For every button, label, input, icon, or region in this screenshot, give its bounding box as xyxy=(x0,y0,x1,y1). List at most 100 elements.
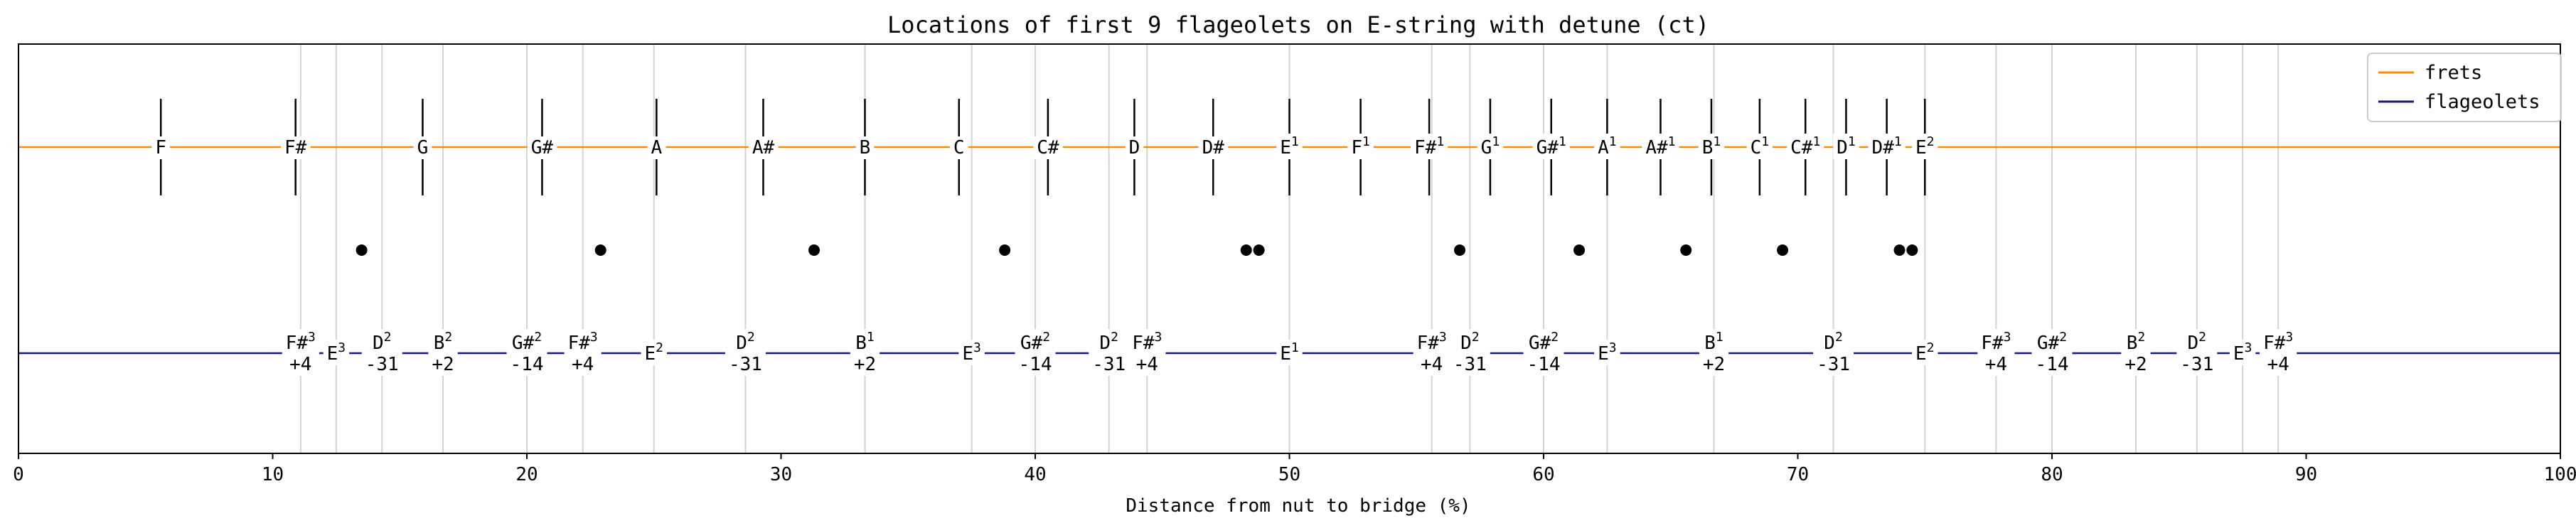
x-tick-label: 30 xyxy=(770,464,792,485)
flageolet-label: E1 xyxy=(1276,340,1303,365)
legend-frets-label: frets xyxy=(2425,62,2482,84)
flageolet-detune: +4 xyxy=(1136,354,1158,375)
flageolet-note: F#3 xyxy=(568,330,598,354)
label-background xyxy=(1912,134,1938,159)
flageolet-note: F#3 xyxy=(286,330,316,354)
label-background xyxy=(282,329,319,376)
flageolet-note: B1 xyxy=(855,330,875,354)
flageolet-detune: -14 xyxy=(2036,354,2069,375)
fret-label: F1 xyxy=(1351,134,1370,158)
label-background xyxy=(1413,329,1450,376)
label-background xyxy=(1276,134,1303,159)
fret-label: D# xyxy=(1202,137,1225,158)
label-background xyxy=(361,329,402,376)
flageolet-label: F#3+4 xyxy=(2260,329,2297,376)
fret-label: F#1 xyxy=(1414,134,1444,158)
flageolet-label: E2 xyxy=(641,340,667,365)
label-background xyxy=(506,329,547,376)
flageolet-label: B1+2 xyxy=(850,329,880,376)
flageolet-note: E3 xyxy=(962,340,981,365)
flageolet-label: E3 xyxy=(2229,340,2256,365)
fret-label: E1 xyxy=(1280,134,1299,158)
label-background xyxy=(1746,134,1773,159)
x-tick-label: 70 xyxy=(1787,464,1809,485)
label-background xyxy=(527,136,557,159)
label-background xyxy=(1977,329,2015,376)
label-background xyxy=(1276,340,1303,365)
flageolet-note: D2 xyxy=(1099,330,1118,354)
fret-label: D xyxy=(1129,137,1140,158)
x-tick-label: 60 xyxy=(1532,464,1554,485)
flageolet-dot xyxy=(1893,244,1906,256)
flageolet-label: E3 xyxy=(1594,340,1620,365)
label-background xyxy=(1642,134,1679,159)
x-tick-label: 40 xyxy=(1024,464,1046,485)
flageolet-dot xyxy=(1454,244,1466,256)
chart-title: Locations of first 9 flageolets on E-str… xyxy=(887,11,1709,38)
flageolet-detune: -14 xyxy=(1527,354,1561,375)
flageolet-label: F#3+4 xyxy=(1413,329,1450,376)
legend-flageolets-label: flageolets xyxy=(2425,91,2540,113)
label-background xyxy=(641,340,667,365)
flageolet-detune: +4 xyxy=(572,354,594,375)
flageolet-label: D2-31 xyxy=(1813,329,1854,376)
flageolet-dot xyxy=(594,244,606,256)
fret-label: G#1 xyxy=(1536,134,1566,158)
label-background xyxy=(1698,134,1725,159)
fret-label: C# xyxy=(1037,137,1059,158)
x-tick-label: 90 xyxy=(2295,464,2317,485)
flageolet-note: E3 xyxy=(327,340,346,365)
label-background xyxy=(2260,329,2297,376)
flageolet-note: E2 xyxy=(645,340,664,365)
flageolet-label: G#2-14 xyxy=(1523,329,1564,376)
flageolet-detune: -14 xyxy=(511,354,544,375)
flageolet-label: D2-31 xyxy=(2176,329,2218,376)
flageolet-label: B1+2 xyxy=(1699,329,1729,376)
fret-label: D#1 xyxy=(1872,134,1902,158)
label-background xyxy=(1912,340,1938,365)
flageolet-note: B1 xyxy=(1704,330,1723,354)
flageolet-dot xyxy=(1906,244,1918,256)
flageolet-detune: +2 xyxy=(854,354,876,375)
flageolet-note: E2 xyxy=(1915,340,1935,365)
fret-label: F# xyxy=(284,137,307,158)
flageolet-note: D2 xyxy=(1824,330,1843,354)
flageolet-detune: -31 xyxy=(2180,354,2213,375)
flageolet-detune: -31 xyxy=(1092,354,1126,375)
flageolet-note: D2 xyxy=(373,330,392,354)
flageolet-note: G#2 xyxy=(512,330,542,354)
flageolet-label: D2-31 xyxy=(725,329,766,376)
fret-label: G# xyxy=(531,137,554,158)
fret-label: A1 xyxy=(1598,134,1617,158)
flageolet-detune: -31 xyxy=(1817,354,1850,375)
flageolet-note: D2 xyxy=(2188,330,2207,354)
flageolet-detune: -14 xyxy=(1019,354,1052,375)
label-background xyxy=(413,136,432,159)
flageolet-label: G#2-14 xyxy=(506,329,547,376)
flageolet-detune: +4 xyxy=(1421,354,1443,375)
flageolet-dot xyxy=(1777,244,1789,256)
flageolet-note: B2 xyxy=(434,330,453,354)
flageolet-note: G#2 xyxy=(1529,330,1559,354)
flageolet-note: B2 xyxy=(2127,330,2146,354)
flageolet-detune: -31 xyxy=(729,354,762,375)
label-background xyxy=(323,340,350,365)
flageolet-dot xyxy=(1253,244,1265,256)
flageolet-detune: +4 xyxy=(2267,354,2289,375)
label-background xyxy=(1411,134,1448,159)
dots-series xyxy=(356,244,1918,256)
flageolet-label: E3 xyxy=(323,340,350,365)
label-background xyxy=(2176,329,2218,376)
label-background xyxy=(1594,134,1620,159)
flageolet-label: E3 xyxy=(958,340,985,365)
label-background xyxy=(855,136,875,159)
flageolet-label: F#3+4 xyxy=(1128,329,1166,376)
label-background xyxy=(1125,136,1144,159)
legend-box xyxy=(2367,53,2562,122)
x-axis-label: Distance from nut to bridge (%) xyxy=(1126,495,1470,517)
fret-label: E2 xyxy=(1915,134,1935,158)
flageolet-detune: +4 xyxy=(1985,354,2007,375)
fret-label: G1 xyxy=(1481,134,1500,158)
